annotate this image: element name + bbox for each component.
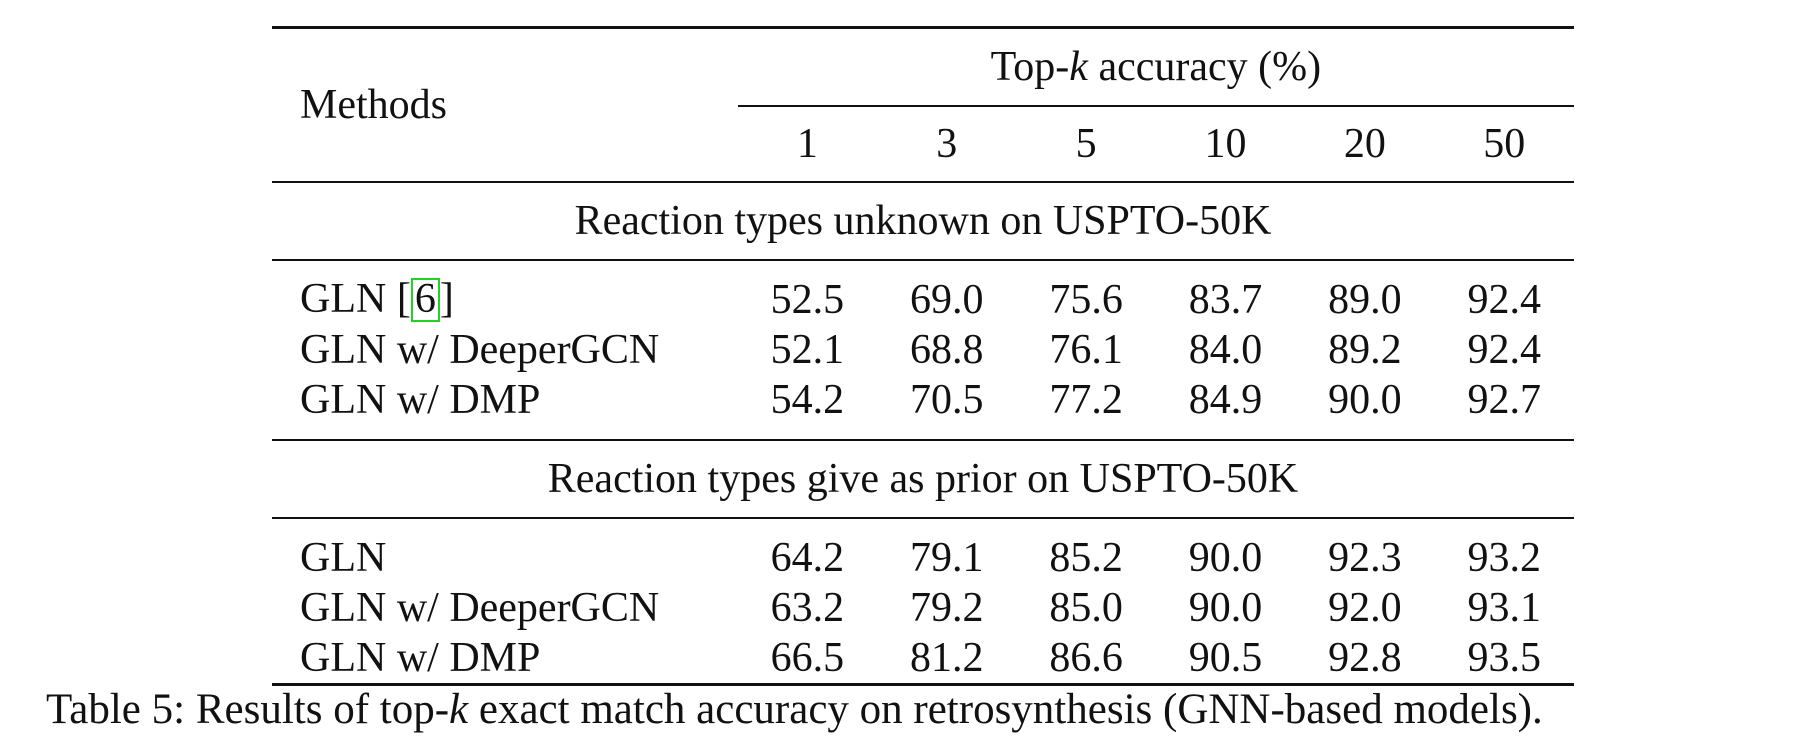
value-cell: 76.1 [1049,327,1123,373]
value-cell: 93.1 [1467,585,1542,631]
k-header-5: 5 [1075,121,1097,167]
value-cell: 52.5 [770,277,845,323]
value-cell: 92.7 [1467,377,1542,423]
method-cell: GLN w/ DeeperGCN [300,327,660,373]
value-cell: 86.6 [1049,635,1123,681]
table-caption: Table 5: Results of top-k exact match ac… [46,688,1786,731]
method-cell: GLN w/ DMP [300,635,541,681]
citation-link[interactable]: 6 [410,278,440,322]
value-cell: 68.8 [910,327,984,373]
method-cell: GLN w/ DeeperGCN [300,585,660,631]
value-cell: 52.1 [770,327,845,373]
k-header-50: 50 [1483,121,1526,167]
top-k-suffix: accuracy (%) [1087,44,1322,90]
value-cell: 81.2 [910,635,984,681]
caption-prefix: Table 5: Results of top- [46,686,450,733]
methods-header: Methods [300,82,447,128]
value-cell: 66.5 [770,635,845,681]
value-cell: 85.2 [1049,535,1123,581]
header-row-group: Methods Top-k accuracy (%) [272,27,1574,126]
method-cell: GLN w/ DMP [300,377,541,423]
value-cell: 89.2 [1328,327,1402,373]
value-cell: 85.0 [1049,585,1123,631]
value-cell: 64.2 [770,535,845,581]
value-cell: 93.5 [1467,635,1542,681]
value-cell: 70.5 [910,377,984,423]
value-cell: 63.2 [770,585,845,631]
top-k-variable: k [1069,44,1088,90]
section-title-prior: Reaction types give as prior on USPTO-50… [547,456,1299,502]
value-cell: 92.4 [1467,327,1542,373]
table-row: GLN w/ DMP 54.2 70.5 77.2 84.9 90.0 92.7 [272,375,1574,440]
table-row: GLN w/ DMP 66.5 81.2 86.6 90.5 92.8 93.5 [272,633,1574,685]
value-cell: 75.6 [1049,277,1123,323]
method-name-suffix: ] [439,276,454,323]
value-cell: 92.3 [1328,535,1402,581]
table-row: GLN w/ DeeperGCN 52.1 68.8 76.1 84.0 89.… [272,325,1574,375]
top-k-prefix: Top- [990,44,1070,90]
table-row: GLN 64.2 79.1 85.2 90.0 92.3 93.2 [272,518,1574,583]
value-cell: 92.8 [1328,635,1402,681]
k-header-10: 10 [1204,121,1247,167]
header-row-k-values: 1 3 5 10 20 50 [272,106,1574,182]
top-k-accuracy-header: Top-k accuracy (%) [737,27,1574,107]
value-cell: 77.2 [1049,377,1123,423]
value-cell: 79.1 [910,535,984,581]
value-cell: 90.0 [1328,377,1402,423]
caption-suffix: exact match accuracy on retrosynthesis (… [468,686,1543,733]
value-cell: 84.9 [1188,377,1263,423]
results-table: Methods Top-k accuracy (%) 1 3 5 10 20 5… [272,26,1574,686]
results-table-container: Methods Top-k accuracy (%) 1 3 5 10 20 5… [272,26,1574,686]
method-name: GLN [ [300,276,411,323]
method-cell: GLN [6] [272,260,738,325]
value-cell: 83.7 [1188,277,1263,323]
value-cell: 69.0 [910,277,984,323]
value-cell: 84.0 [1188,327,1263,373]
value-cell: 79.2 [910,585,984,631]
section-title-row: Reaction types unknown on USPTO-50K [272,182,1574,260]
table-row: GLN w/ DeeperGCN 63.2 79.2 85.0 90.0 92.… [272,583,1574,633]
value-cell: 54.2 [770,377,845,423]
section-title-row: Reaction types give as prior on USPTO-50… [272,440,1574,518]
k-header-1: 1 [796,121,818,167]
method-cell: GLN [300,535,387,581]
section-title-unknown: Reaction types unknown on USPTO-50K [574,198,1272,244]
caption-k: k [449,686,469,733]
table-row: GLN [6] 52.5 69.0 75.6 83.7 89.0 92.4 [272,260,1574,325]
value-cell: 90.5 [1188,635,1263,681]
value-cell: 90.0 [1188,585,1263,631]
value-cell: 93.2 [1467,535,1542,581]
value-cell: 90.0 [1188,535,1263,581]
value-cell: 89.0 [1328,277,1402,323]
k-header-3: 3 [936,121,958,167]
value-cell: 92.4 [1467,277,1542,323]
k-header-20: 20 [1343,121,1386,167]
value-cell: 92.0 [1328,585,1402,631]
